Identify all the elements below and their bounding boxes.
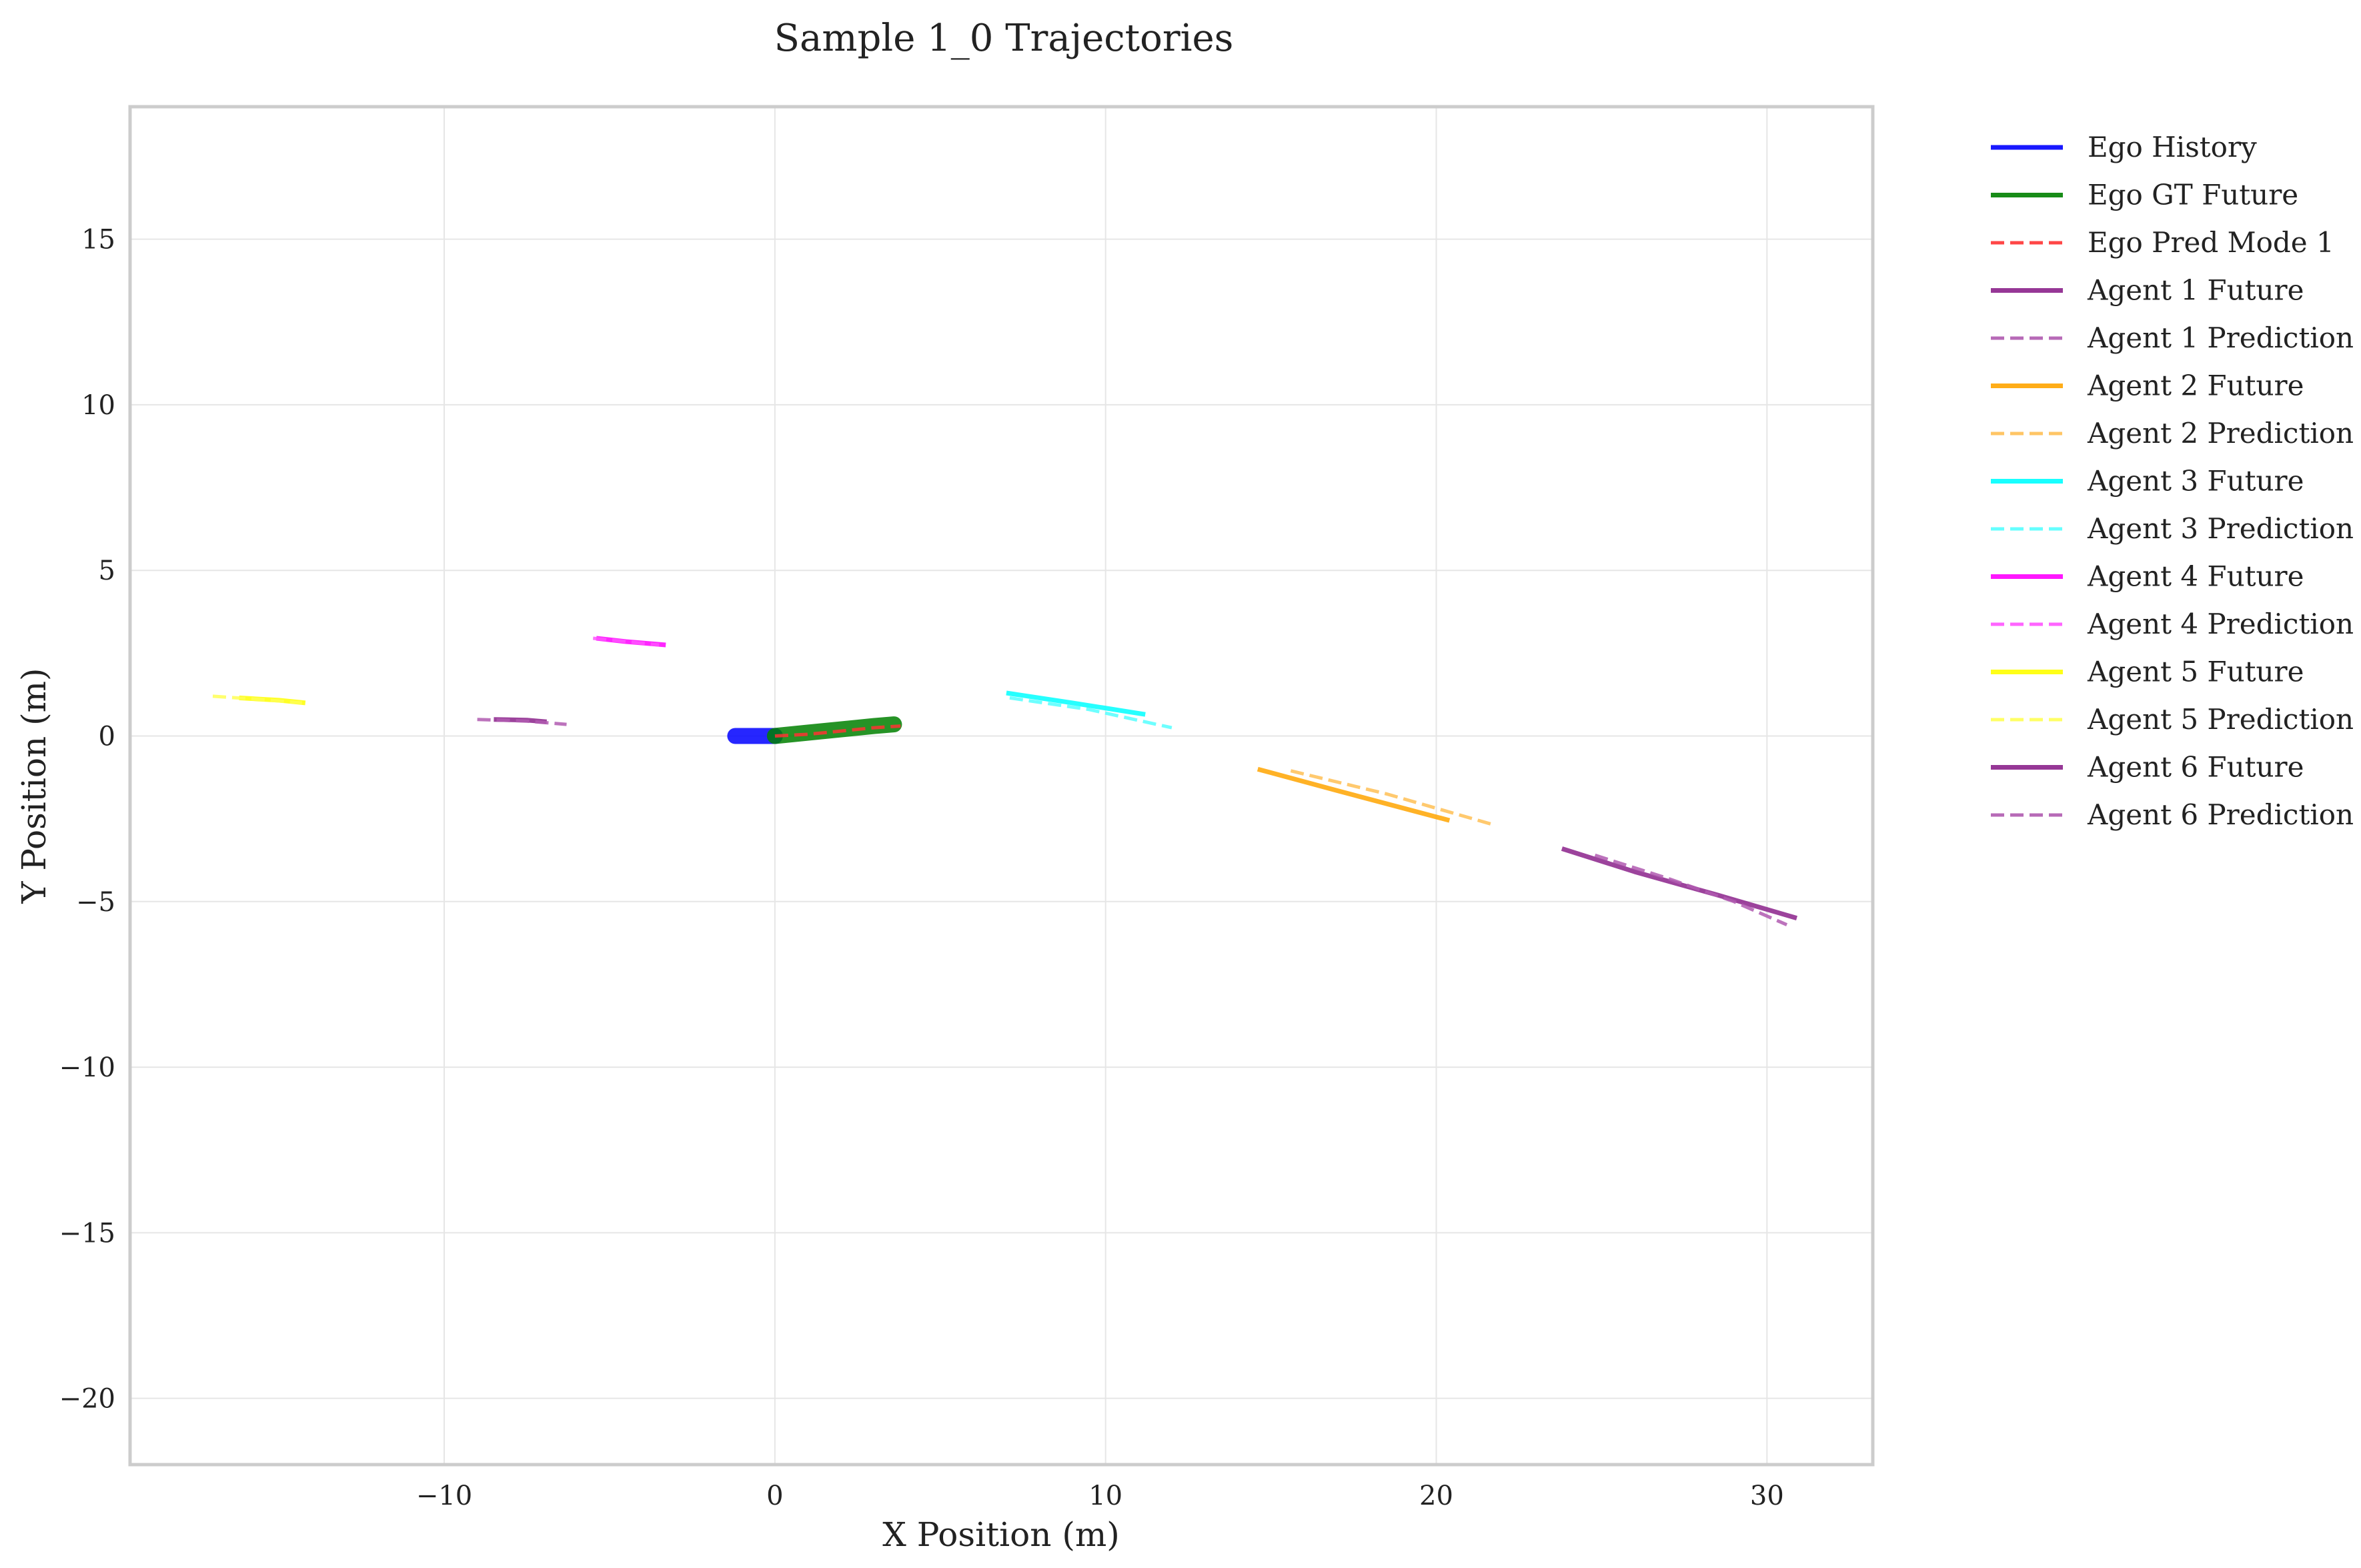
legend-label: Agent 5 Prediction [2087,703,2354,736]
grid-lines [130,107,1873,1465]
legend-label: Agent 4 Prediction [2087,608,2354,640]
agent-4-prediction-line [592,636,660,647]
agent-3-future-line [1006,690,1146,717]
legend-label: Agent 6 Prediction [2087,798,2354,831]
legend-label: Agent 2 Future [2087,369,2304,402]
legend-label: Agent 1 Prediction [2087,321,2354,354]
y-tick-label: −10 [59,1052,115,1083]
legend-label: Agent 3 Future [2087,465,2304,498]
agent-2-prediction-line [1290,769,1497,828]
chart-legend: Ego History Ego GT Future Ego Pred Mode 1 A… [1991,131,2354,831]
plot-frame [128,105,1875,1467]
agent-6-prediction-line [477,718,567,726]
x-tick-label: −10 [416,1481,472,1511]
legend-label: Agent 2 Prediction [2087,417,2354,450]
y-tick-label: −20 [59,1384,115,1415]
plot-area [212,636,1797,926]
legend-label: Agent 4 Future [2087,560,2304,593]
y-axis-title: Y Position (m) [15,668,53,904]
legend-label: Ego Pred Mode 1 [2088,226,2334,259]
y-axis-ticks: −20 −15 −10 −5 0 5 10 15 [59,225,115,1415]
legend-label: Agent 5 Future [2087,656,2304,688]
agent-3-prediction-line [1009,696,1172,730]
agent-1-future-line [1561,846,1797,920]
x-tick-label: 20 [1419,1481,1453,1511]
legend-label: Agent 6 Future [2087,751,2304,784]
x-axis-ticks: −10 0 10 20 30 [416,1481,1784,1511]
legend-label: Agent 1 Future [2087,274,2304,307]
y-tick-label: 5 [99,556,115,586]
agent-2-future-line [1257,766,1451,823]
agent-1-prediction-line [1594,853,1788,926]
y-tick-label: −5 [76,887,115,918]
x-tick-label: 30 [1750,1481,1784,1511]
legend-label: Ego History [2088,131,2257,163]
chart-title: Sample 1_0 Trajectories [774,17,1234,60]
y-tick-label: 10 [81,390,115,421]
x-tick-label: 0 [766,1481,783,1511]
x-tick-label: 10 [1088,1481,1122,1511]
y-tick-label: −15 [59,1218,115,1249]
x-axis-title: X Position (m) [882,1515,1120,1554]
y-tick-label: 15 [81,225,115,255]
legend-label: Agent 3 Prediction [2087,512,2354,545]
ego-pred-mode-1-line [774,724,901,738]
agent-5-prediction-line [212,694,303,705]
legend-label: Ego GT Future [2088,179,2298,211]
y-tick-label: 0 [99,722,115,752]
